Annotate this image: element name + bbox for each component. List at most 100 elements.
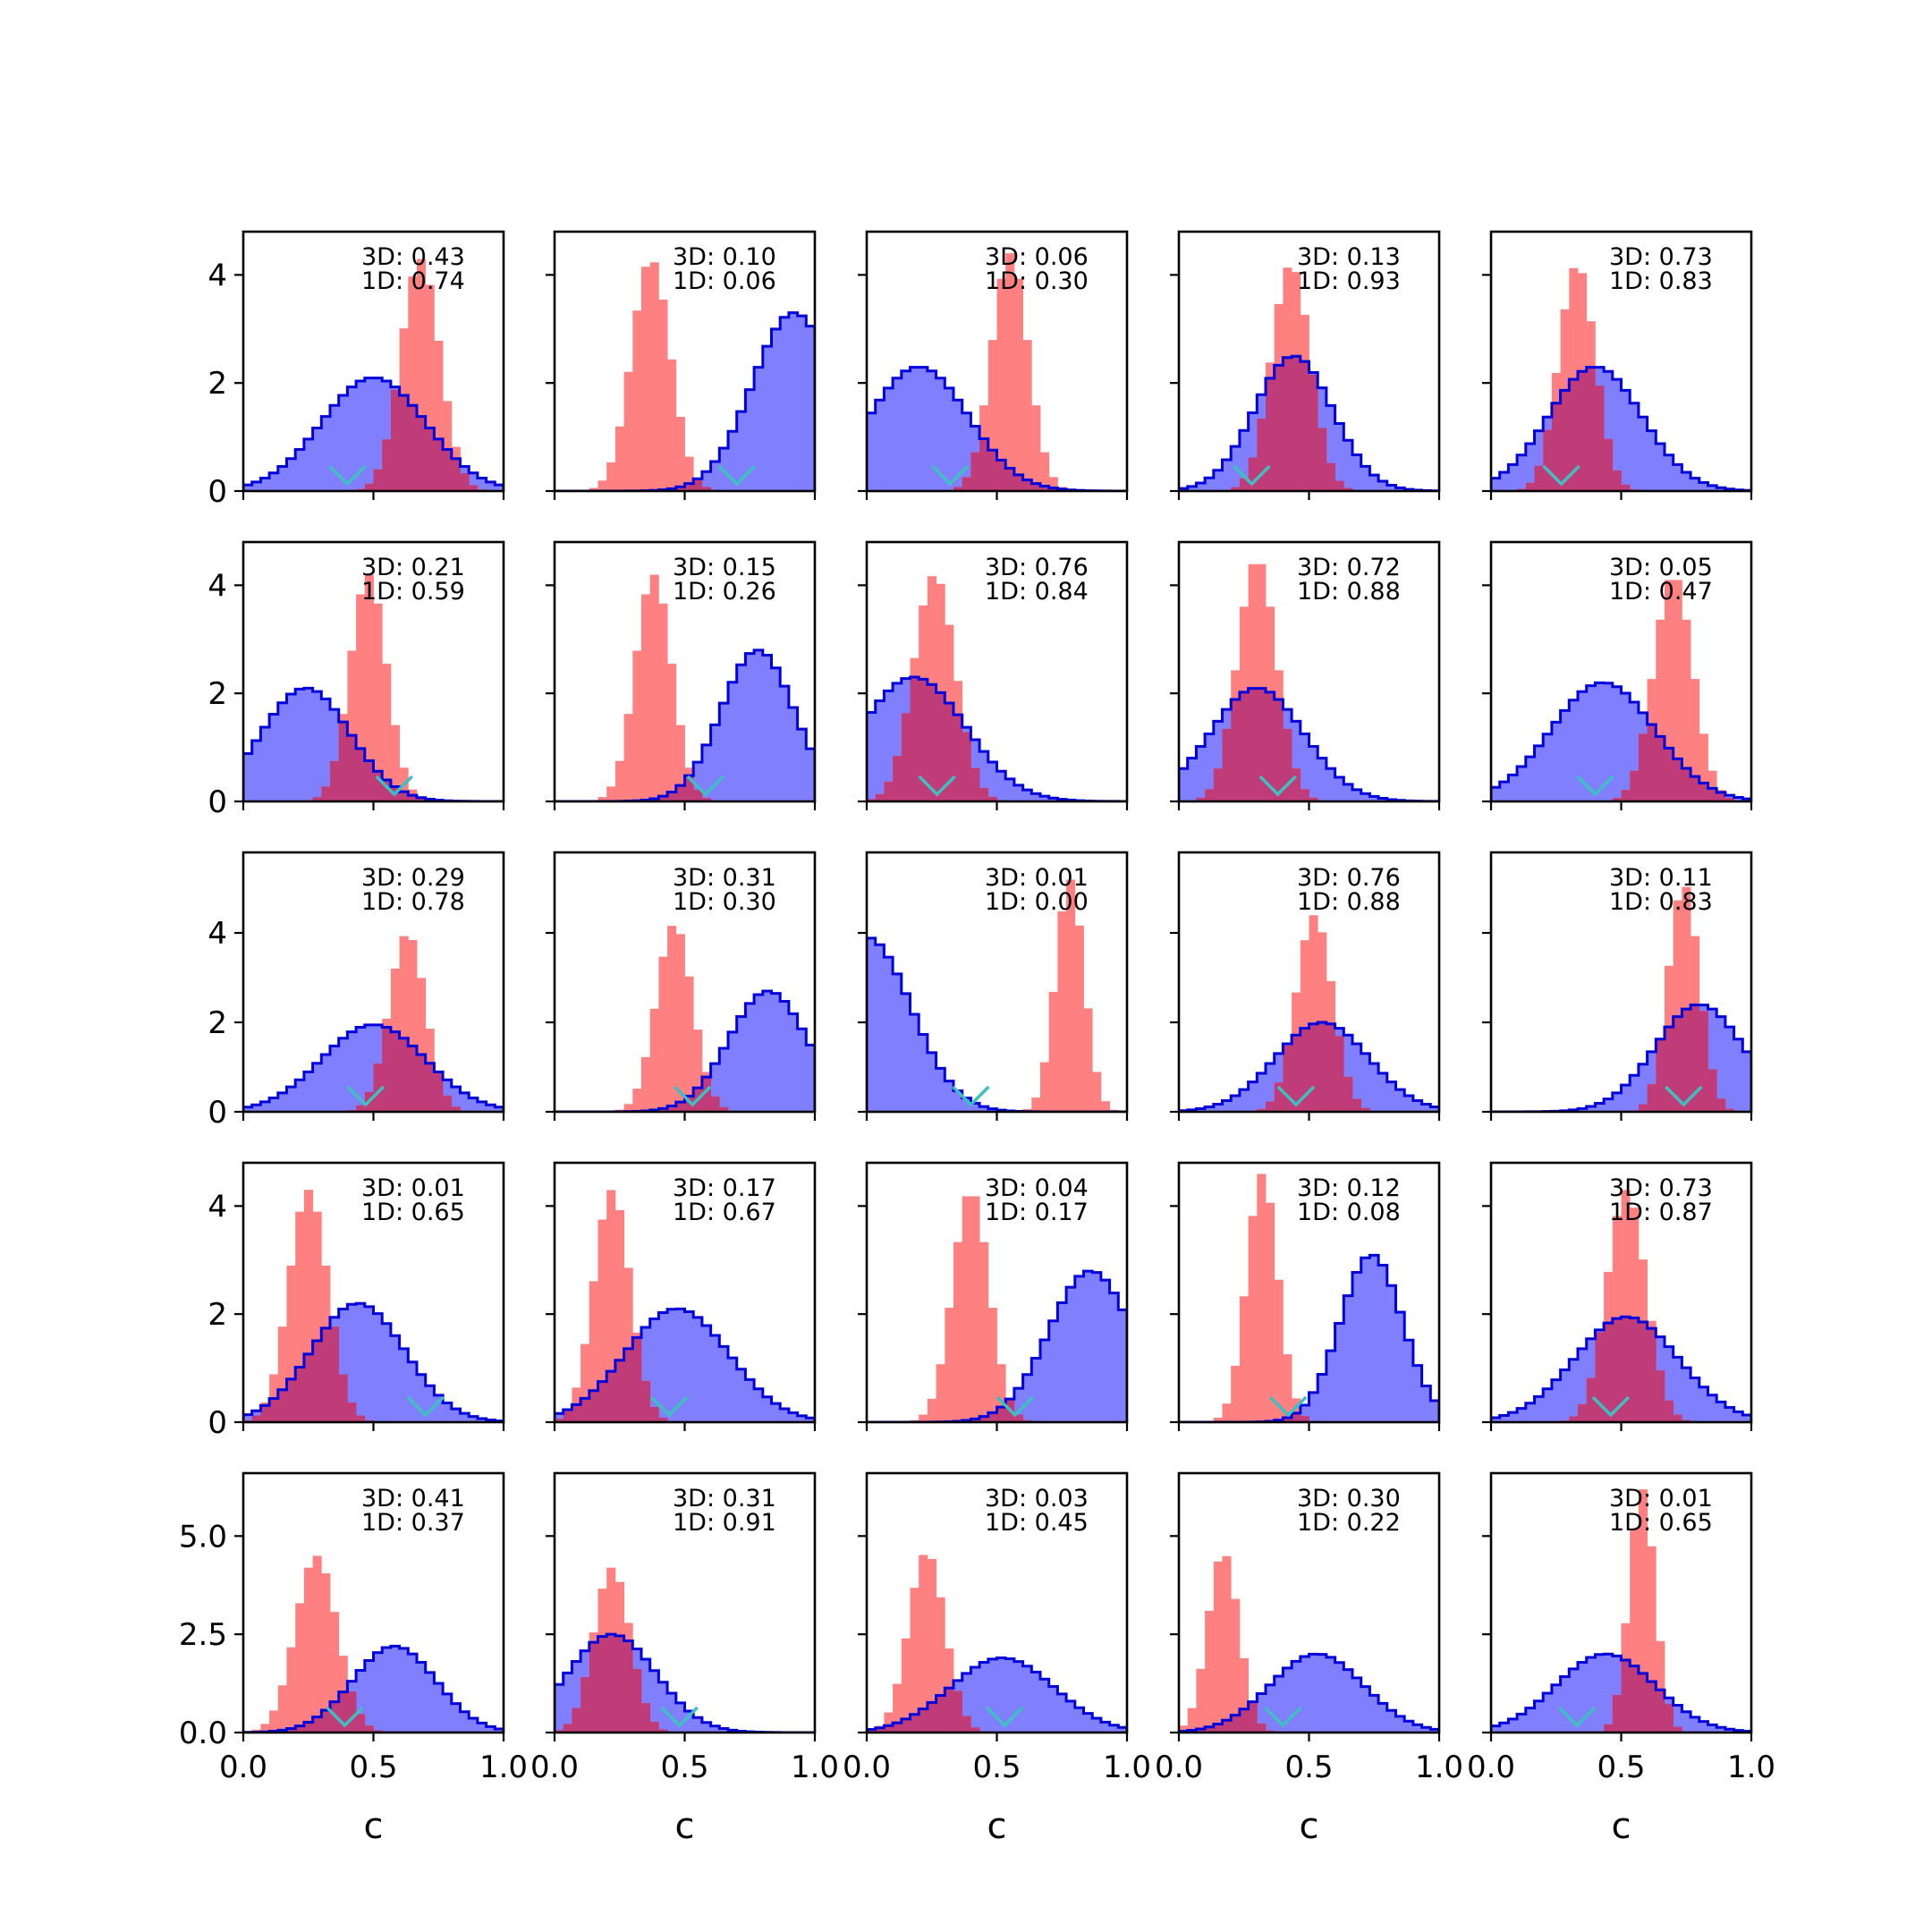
overlap-bar xyxy=(434,438,444,491)
annotation-line: 3D: 0.73 xyxy=(1609,243,1713,271)
red-bar xyxy=(945,1308,954,1422)
red-bar xyxy=(597,797,607,801)
red-bar xyxy=(623,371,633,491)
overlap-bar xyxy=(1665,748,1674,801)
overlap-bar xyxy=(1673,1414,1682,1422)
overlap-bar xyxy=(373,1063,383,1112)
red-bar xyxy=(641,267,651,491)
overlap-bar xyxy=(347,1402,357,1422)
plot-area xyxy=(555,1190,815,1422)
overlap-bar xyxy=(364,483,374,491)
red-bar xyxy=(667,664,677,801)
overlap-bar xyxy=(675,785,685,801)
blue-histogram-fill xyxy=(243,688,504,801)
overlap-bar xyxy=(1560,390,1570,491)
red-bar xyxy=(675,724,685,801)
overlap-bar xyxy=(1283,357,1292,491)
overlap-bar xyxy=(251,1415,261,1422)
red-bar xyxy=(1057,911,1067,1112)
overlap-bar xyxy=(945,1688,954,1733)
red-bar xyxy=(1309,915,1318,1112)
overlap-bar xyxy=(399,394,409,491)
overlap-bar xyxy=(1656,736,1665,801)
overlap-bar xyxy=(632,1337,642,1422)
overlap-bar xyxy=(1638,1104,1648,1112)
red-bar xyxy=(425,284,435,491)
overlap-bar xyxy=(321,786,331,801)
red-bar xyxy=(443,401,453,491)
marker-v xyxy=(930,464,970,487)
annotation-line: 3D: 0.41 xyxy=(361,1485,465,1513)
marker-v xyxy=(717,464,756,487)
plot-area xyxy=(1491,886,1751,1112)
overlap-bar xyxy=(1300,789,1309,801)
red-bar xyxy=(658,299,668,491)
x-axis-label: c xyxy=(987,1806,1007,1847)
overlap-bar xyxy=(1239,478,1249,491)
overlap-bar xyxy=(338,1691,348,1733)
overlap-bar xyxy=(356,1714,366,1733)
annotation-line: 3D: 0.06 xyxy=(985,243,1089,271)
overlap-bar xyxy=(1318,1022,1327,1112)
overlap-bar xyxy=(1292,1035,1301,1112)
overlap-bar xyxy=(910,1714,919,1733)
red-bar xyxy=(632,650,642,801)
overlap-bar xyxy=(658,1729,668,1733)
overlap-bar xyxy=(1274,365,1284,491)
overlap-bar xyxy=(408,1046,418,1112)
red-bar xyxy=(649,1008,659,1112)
blue-histogram-outline xyxy=(243,377,504,491)
red-bar xyxy=(277,1685,287,1733)
red-bar xyxy=(667,926,677,1112)
overlap-bar xyxy=(356,748,366,801)
annotation-line: 3D: 0.21 xyxy=(361,554,465,581)
overlap-bar xyxy=(927,684,936,801)
annotation-line: 1D: 0.22 xyxy=(1297,1509,1401,1537)
overlap-bar xyxy=(1724,1108,1734,1112)
y-tick-label: 2.5 xyxy=(179,1617,227,1653)
plot-area xyxy=(243,574,504,801)
annotation-line: 3D: 0.05 xyxy=(1609,554,1713,581)
blue-histogram-fill xyxy=(867,1271,1127,1422)
overlap-bar xyxy=(1638,1673,1648,1733)
overlap-bar xyxy=(382,439,392,491)
overlap-bar xyxy=(572,1707,581,1733)
overlap-bar xyxy=(953,1690,963,1733)
y-tick-label: 0 xyxy=(208,474,227,510)
marker-v xyxy=(375,775,414,797)
red-bar xyxy=(1074,925,1084,1112)
overlap-bar xyxy=(321,1710,331,1733)
overlap-bar xyxy=(701,1077,711,1112)
x-tick-label: 0.5 xyxy=(1284,1750,1333,1785)
x-tick-label: 1.0 xyxy=(791,1750,839,1785)
overlap-bar xyxy=(1335,480,1344,491)
overlap-bar xyxy=(1213,1724,1223,1733)
red-bar xyxy=(321,1572,331,1733)
overlap-bar xyxy=(469,485,479,491)
blue-histogram-outline xyxy=(1179,1021,1439,1112)
red-bar xyxy=(347,650,357,801)
y-tick-label: 2 xyxy=(208,1005,227,1041)
marker-v xyxy=(1557,1706,1597,1728)
overlap-bar xyxy=(312,797,322,801)
overlap-bar xyxy=(295,1725,305,1733)
overlap-bar xyxy=(1257,1108,1267,1112)
red-bar xyxy=(1257,564,1267,801)
overlap-bar xyxy=(1724,798,1734,801)
overlap-bar xyxy=(658,1108,668,1112)
red-bar xyxy=(1266,1202,1275,1422)
overlap-bar xyxy=(623,1640,633,1733)
red-bar xyxy=(408,939,418,1112)
plot-area xyxy=(1179,1174,1439,1422)
overlap-bar xyxy=(417,798,427,801)
overlap-bar xyxy=(979,1416,989,1422)
